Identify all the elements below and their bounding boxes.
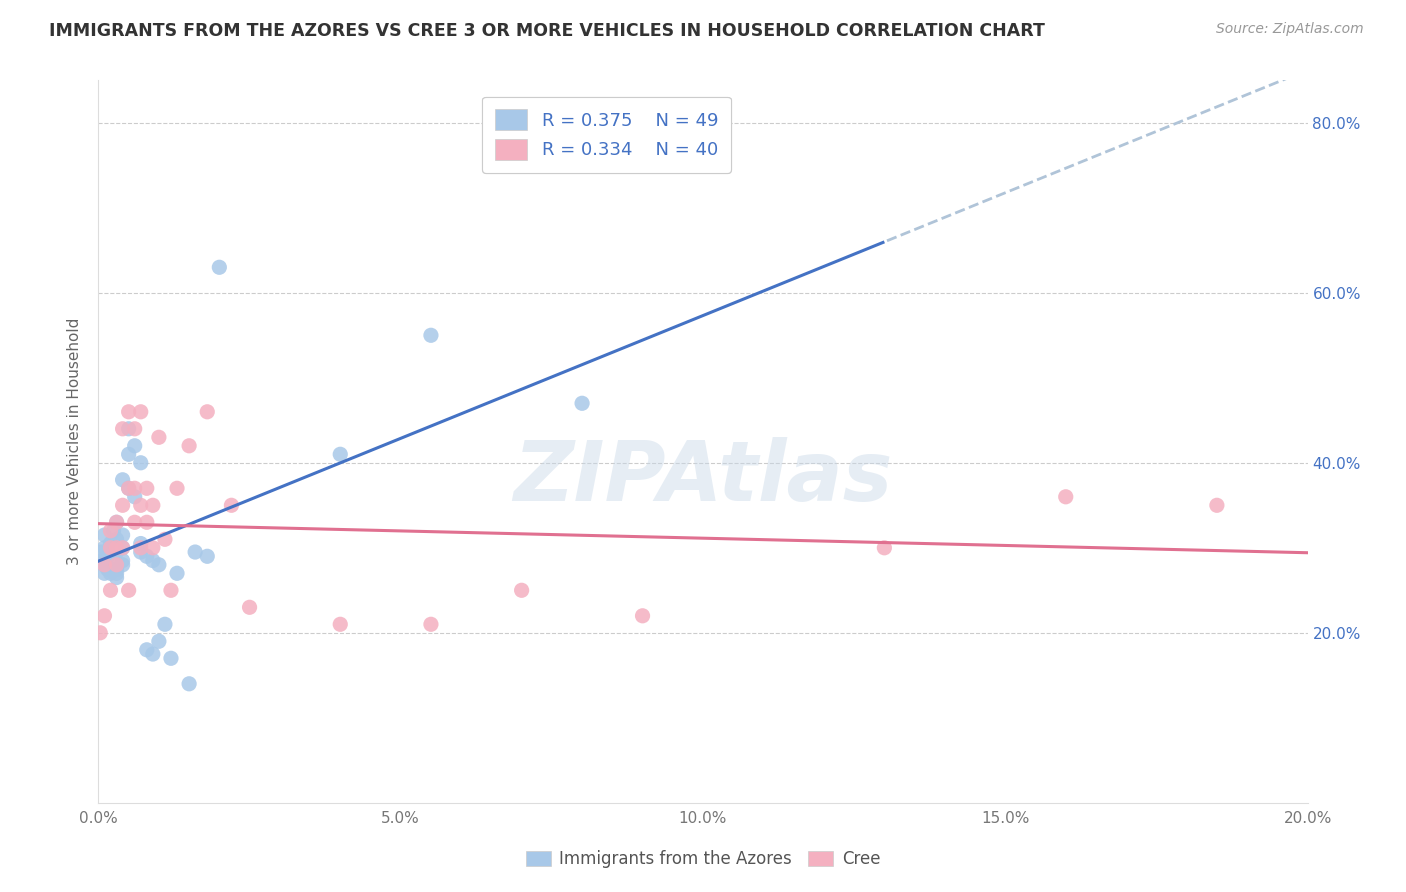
Text: IMMIGRANTS FROM THE AZORES VS CREE 3 OR MORE VEHICLES IN HOUSEHOLD CORRELATION C: IMMIGRANTS FROM THE AZORES VS CREE 3 OR … xyxy=(49,22,1045,40)
Point xyxy=(93,558,115,572)
Point xyxy=(90,545,112,559)
Point xyxy=(239,600,262,615)
Point xyxy=(135,642,157,657)
Point xyxy=(96,549,118,564)
Point xyxy=(111,528,134,542)
Point xyxy=(631,608,654,623)
Point xyxy=(166,481,188,495)
Point xyxy=(135,481,157,495)
Point xyxy=(129,545,152,559)
Point xyxy=(105,516,128,530)
Point xyxy=(105,516,128,530)
Point xyxy=(100,562,122,576)
Point xyxy=(135,549,157,564)
Point xyxy=(1206,498,1229,512)
Legend: Immigrants from the Azores, Cree: Immigrants from the Azores, Cree xyxy=(519,844,887,875)
Point xyxy=(96,562,118,576)
Point xyxy=(124,516,146,530)
Point xyxy=(148,430,170,444)
Point xyxy=(100,553,122,567)
Point xyxy=(129,498,152,512)
Point xyxy=(135,516,157,530)
Point xyxy=(142,498,165,512)
Point xyxy=(118,481,141,495)
Point xyxy=(153,533,176,547)
Point xyxy=(105,541,128,555)
Point xyxy=(142,541,165,555)
Point xyxy=(148,634,170,648)
Point xyxy=(148,558,170,572)
Point xyxy=(111,473,134,487)
Point xyxy=(179,439,201,453)
Point xyxy=(93,528,115,542)
Point xyxy=(129,405,152,419)
Point xyxy=(90,553,112,567)
Point xyxy=(195,549,218,564)
Point xyxy=(129,541,152,555)
Point xyxy=(105,562,128,576)
Point xyxy=(93,558,115,572)
Point xyxy=(129,456,152,470)
Point xyxy=(100,541,122,555)
Point xyxy=(208,260,231,275)
Point xyxy=(118,481,141,495)
Point xyxy=(571,396,593,410)
Point xyxy=(103,541,125,555)
Point xyxy=(1054,490,1077,504)
Point xyxy=(103,524,125,538)
Point xyxy=(124,490,146,504)
Text: Source: ZipAtlas.com: Source: ZipAtlas.com xyxy=(1216,22,1364,37)
Y-axis label: 3 or more Vehicles in Household: 3 or more Vehicles in Household xyxy=(67,318,83,566)
Point xyxy=(100,583,122,598)
Point xyxy=(111,541,134,555)
Point xyxy=(118,583,141,598)
Point xyxy=(93,608,115,623)
Point xyxy=(124,439,146,453)
Point xyxy=(111,498,134,512)
Point xyxy=(118,422,141,436)
Point xyxy=(118,405,141,419)
Point xyxy=(195,405,218,419)
Point xyxy=(111,422,134,436)
Point xyxy=(89,625,111,640)
Point xyxy=(105,558,128,572)
Point xyxy=(129,536,152,550)
Text: ZIPAtlas: ZIPAtlas xyxy=(513,437,893,518)
Point xyxy=(105,570,128,584)
Point xyxy=(184,545,207,559)
Point xyxy=(105,545,128,559)
Point xyxy=(105,533,128,547)
Point xyxy=(111,541,134,555)
Point xyxy=(105,566,128,581)
Point xyxy=(420,617,443,632)
Point xyxy=(420,328,443,343)
Point xyxy=(142,553,165,567)
Point xyxy=(329,447,352,461)
Point xyxy=(166,566,188,581)
Point xyxy=(153,617,176,632)
Point xyxy=(93,566,115,581)
Point xyxy=(118,447,141,461)
Point xyxy=(142,647,165,661)
Point xyxy=(179,677,201,691)
Point xyxy=(510,583,533,598)
Point xyxy=(111,553,134,567)
Point xyxy=(100,566,122,581)
Point xyxy=(100,536,122,550)
Point xyxy=(221,498,243,512)
Point xyxy=(873,541,896,555)
Point xyxy=(160,583,183,598)
Point xyxy=(124,422,146,436)
Point xyxy=(100,524,122,538)
Point xyxy=(93,541,115,555)
Point xyxy=(329,617,352,632)
Point xyxy=(124,481,146,495)
Point xyxy=(160,651,183,665)
Legend: R = 0.375    N = 49, R = 0.334    N = 40: R = 0.375 N = 49, R = 0.334 N = 40 xyxy=(482,96,731,172)
Point xyxy=(111,558,134,572)
